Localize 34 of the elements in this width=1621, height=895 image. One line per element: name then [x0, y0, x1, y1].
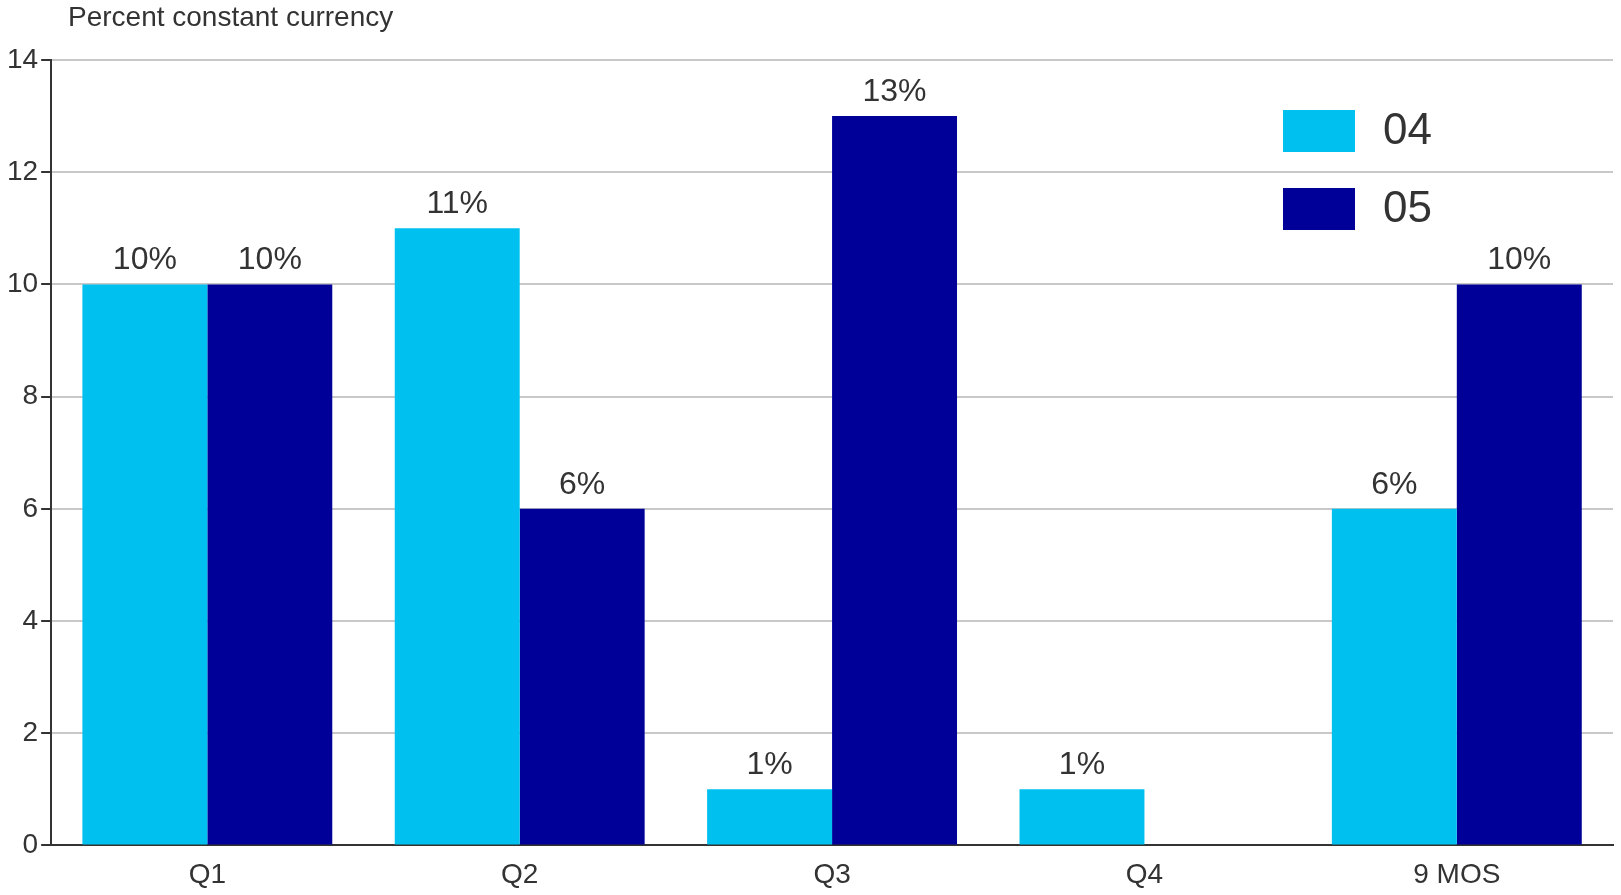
bar	[1331, 508, 1457, 845]
data-label: 10%	[112, 240, 177, 277]
bar	[1456, 284, 1582, 845]
y-tick-label: 10	[6, 267, 39, 299]
data-label: 1%	[746, 745, 793, 782]
bar	[832, 116, 958, 845]
bar	[1019, 789, 1145, 845]
bar	[207, 284, 333, 845]
y-tick-label: 8	[22, 379, 39, 411]
legend-label: 05	[1383, 182, 1432, 232]
y-tick-label: 2	[22, 715, 39, 747]
y-tick-label: 14	[6, 42, 39, 74]
y-tick-label: 12	[6, 154, 39, 186]
x-tick-label: Q1	[188, 857, 227, 889]
data-label: 10%	[1487, 240, 1552, 277]
data-label: 6%	[559, 464, 606, 501]
y-tick-label: 0	[22, 828, 39, 860]
bar	[394, 228, 520, 845]
data-label: 13%	[862, 71, 927, 108]
y-axis-title: Percent constant currency	[68, 0, 394, 32]
bar	[82, 284, 208, 845]
data-label: 11%	[426, 184, 489, 221]
data-label: 1%	[1058, 745, 1106, 782]
x-tick-label: Q3	[813, 857, 851, 889]
bar	[519, 508, 645, 845]
data-label: 10%	[237, 240, 302, 277]
legend-label: 04	[1383, 104, 1432, 154]
y-tick-label: 6	[22, 491, 39, 523]
x-tick-label: Q4	[1125, 857, 1164, 889]
data-label: 6%	[1371, 464, 1418, 501]
x-tick-label: Q2	[501, 857, 539, 889]
x-tick-label: 9 MOS	[1413, 857, 1501, 889]
y-tick-label: 4	[22, 603, 39, 635]
bar	[707, 789, 833, 845]
